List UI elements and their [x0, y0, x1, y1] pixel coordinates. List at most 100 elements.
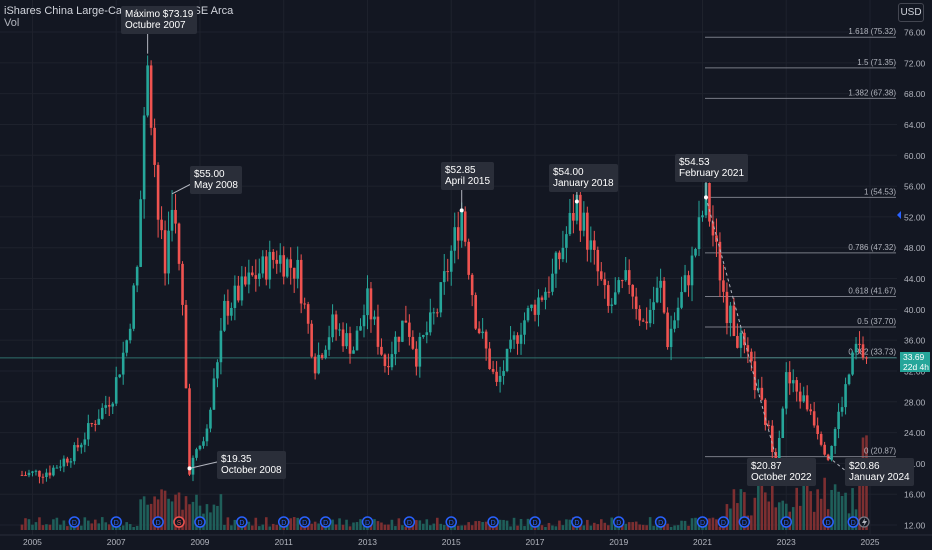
volume-bar [606, 525, 610, 530]
candle-body [380, 346, 383, 355]
dividend-marker-icon[interactable] [298, 516, 311, 528]
volume-bar [334, 524, 338, 530]
volume-bar [739, 489, 743, 530]
dividend-marker-icon[interactable] [780, 516, 792, 528]
volume-bar [770, 479, 774, 530]
candle-body [509, 339, 512, 349]
volume-bar [467, 522, 470, 530]
dividend-marker-icon[interactable] [361, 516, 374, 528]
volume-bar [418, 520, 422, 530]
dividend-marker-icon[interactable] [612, 516, 625, 528]
candle-body [111, 403, 115, 407]
volume-bar [160, 489, 163, 530]
time-axis[interactable]: 2005 2007 2009 2011 2013 2015 2017 2019 2021 2023… [0, 534, 932, 547]
last-price: 33.69 [903, 352, 925, 362]
x-tick-label: 2023 [777, 537, 796, 547]
candle-body [435, 312, 439, 314]
volume-bar [624, 523, 628, 530]
y-tick-label: 12.00 [904, 521, 926, 531]
volume-bar [648, 517, 652, 530]
dividend-marker-icon[interactable] [319, 516, 332, 528]
dividend-marker-icon[interactable] [529, 516, 541, 528]
candle-body [456, 227, 460, 241]
dividend-marker-icon[interactable] [738, 516, 751, 528]
candle-body [582, 212, 586, 231]
dividend-marker-icon[interactable] [236, 516, 248, 528]
candle-body [491, 369, 495, 372]
volume-bar [795, 487, 799, 530]
annotation-price: $19.35 [221, 454, 252, 465]
annotation-oct-2022[interactable]: $20.87 October 2022 [747, 458, 816, 486]
annotation-jan-2018[interactable]: $54.00 January 2018 [549, 164, 618, 192]
candle-body [830, 445, 833, 460]
split-marker-icon[interactable] [173, 516, 185, 528]
price-axis[interactable]: 12.0016.0020.0024.0028.0032.0036.0040.00… [897, 0, 932, 550]
volume-bar [669, 526, 673, 530]
candle-body [809, 409, 812, 412]
volume-bar [812, 511, 816, 530]
volume-bar [135, 525, 139, 530]
dividend-marker-icon[interactable] [152, 516, 164, 528]
candle-body [397, 336, 401, 342]
volume-bar [610, 517, 614, 530]
chart-grid [0, 0, 897, 535]
dividend-marker-icon[interactable] [717, 516, 730, 528]
volume-bar [100, 517, 104, 530]
candle-body [624, 270, 628, 281]
candle-body [526, 308, 530, 321]
event-marker-glyph: D [491, 520, 496, 527]
volume-bar [184, 496, 188, 530]
volume-bar [516, 525, 519, 530]
volume-bar [282, 526, 286, 530]
dividend-marker-icon[interactable] [696, 516, 709, 528]
candle-body [285, 259, 289, 277]
candle-body [174, 209, 177, 224]
dividend-marker-icon[interactable] [403, 516, 416, 528]
candle-body [477, 328, 481, 334]
dividend-marker-icon[interactable] [571, 516, 583, 528]
symbol-title[interactable]: iShares China Large-Cap ETF, 1M, NYSE Ar… [4, 5, 234, 17]
candle-body [858, 343, 861, 345]
dividend-marker-icon[interactable] [194, 516, 206, 528]
event-marker-glyph: D [574, 520, 579, 527]
volume-bar [673, 525, 676, 530]
volume-bar [209, 512, 212, 530]
y-tick-label: 16.00 [904, 490, 926, 500]
annotation-feb-2021[interactable]: $54.53 February 2021 [675, 154, 749, 182]
volume-bar [177, 492, 181, 530]
candle-body [411, 336, 415, 349]
dividend-marker-icon[interactable] [277, 516, 290, 528]
candle-body [198, 445, 202, 450]
dividend-marker-icon[interactable] [445, 516, 457, 528]
volume-bar [55, 517, 59, 530]
annotation-apr-2015[interactable]: $52.85 April 2015 [441, 162, 495, 190]
dividend-marker-icon[interactable] [487, 516, 499, 528]
volume-bar [558, 520, 561, 530]
candle-body [641, 320, 645, 322]
annotation-2007-high[interactable]: Máximo $73.19 Octubre 2007 [121, 6, 198, 34]
volume-bar [341, 524, 345, 530]
candle-body [481, 331, 484, 334]
annotation-jan-2024[interactable]: $20.86 January 2024 [845, 458, 914, 486]
volume-bar [802, 485, 805, 530]
annotation-may-2008[interactable]: $55.00 May 2008 [190, 166, 242, 194]
volume-bar [397, 518, 401, 530]
dividend-marker-icon[interactable] [654, 516, 667, 528]
dividend-marker-icon[interactable] [847, 516, 859, 528]
volume-bar [463, 525, 467, 530]
volume-bar [345, 519, 348, 530]
candle-body [750, 351, 753, 362]
volume-bar [477, 520, 481, 530]
bar-countdown: 22d 4h [903, 361, 929, 372]
dividend-marker-icon[interactable] [822, 516, 834, 528]
annotation-oct-2008[interactable]: $19.35 October 2008 [217, 451, 286, 479]
dividend-marker-icon[interactable] [110, 516, 122, 528]
candle-body [373, 316, 376, 320]
candle-body [73, 445, 76, 462]
candle-body [610, 304, 614, 306]
currency-button[interactable]: USD [898, 3, 924, 22]
candle-body [38, 470, 41, 477]
dividend-marker-icon[interactable] [68, 516, 81, 528]
